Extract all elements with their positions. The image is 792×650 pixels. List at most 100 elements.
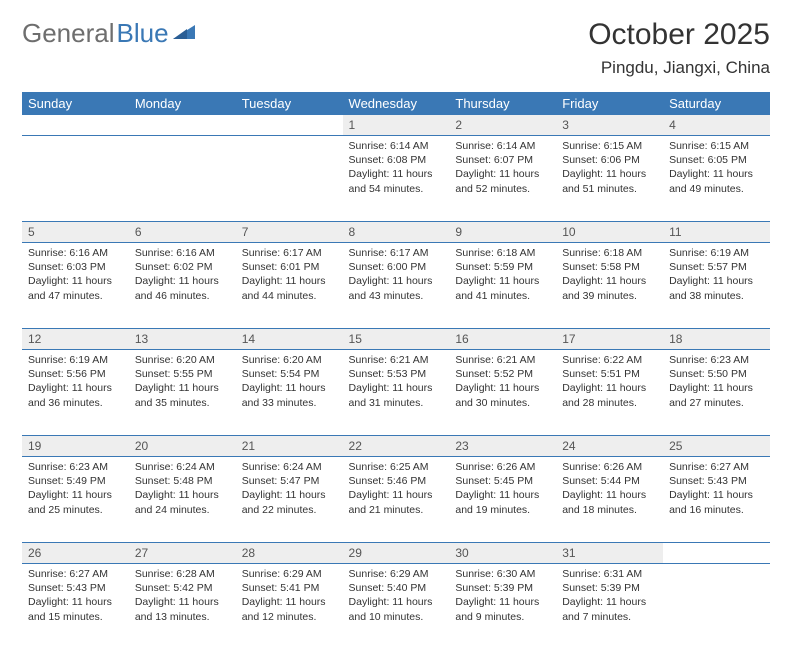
day-number-cell: 26 — [22, 543, 129, 564]
day-details: Sunrise: 6:23 AMSunset: 5:49 PMDaylight:… — [22, 457, 129, 523]
day-body-cell — [236, 136, 343, 222]
day-body-cell: Sunrise: 6:25 AMSunset: 5:46 PMDaylight:… — [343, 457, 450, 543]
day-number-cell — [236, 115, 343, 136]
day-number-cell: 14 — [236, 329, 343, 350]
day-number-cell: 31 — [556, 543, 663, 564]
sunset-text: Sunset: 5:52 PM — [455, 367, 550, 381]
day-number: 6 — [129, 222, 236, 242]
sunrise-text: Sunrise: 6:17 AM — [349, 246, 444, 260]
daylight-text: Daylight: 11 hours and 39 minutes. — [562, 274, 657, 302]
day-number-empty — [22, 115, 129, 135]
sunrise-text: Sunrise: 6:20 AM — [242, 353, 337, 367]
sunset-text: Sunset: 6:08 PM — [349, 153, 444, 167]
day-body-cell: Sunrise: 6:19 AMSunset: 5:57 PMDaylight:… — [663, 243, 770, 329]
day-number: 20 — [129, 436, 236, 456]
logo-text-blue: Blue — [117, 18, 169, 49]
day-body-cell: Sunrise: 6:14 AMSunset: 6:07 PMDaylight:… — [449, 136, 556, 222]
logo-text-general: General — [22, 18, 115, 49]
day-number-cell: 25 — [663, 436, 770, 457]
day-number-row: 262728293031 — [22, 543, 770, 564]
day-body-row: Sunrise: 6:14 AM Sunset: 6:08 PM Daylight:… — [22, 136, 770, 222]
sunset-text: Sunset: 5:45 PM — [455, 474, 550, 488]
day-number-cell: 19 — [22, 436, 129, 457]
sunrise-text: Sunrise: 6:31 AM — [562, 567, 657, 581]
day-details: Sunrise: 6:15 AMSunset: 6:06 PMDaylight:… — [556, 136, 663, 202]
day-body-cell: Sunrise: 6:21 AMSunset: 5:52 PMDaylight:… — [449, 350, 556, 436]
sunset-text: Sunset: 5:55 PM — [135, 367, 230, 381]
title-block: October 2025 Pingdu, Jiangxi, China — [588, 18, 770, 78]
weekday-header: Tuesday — [236, 92, 343, 115]
sunrise-text: Sunrise: 6:26 AM — [455, 460, 550, 474]
day-body-cell: Sunrise: 6:26 AMSunset: 5:45 PMDaylight:… — [449, 457, 556, 543]
sunset-text: Sunset: 5:49 PM — [28, 474, 123, 488]
day-number-cell: 24 — [556, 436, 663, 457]
day-number: 7 — [236, 222, 343, 242]
sunset-text: Sunset: 5:40 PM — [349, 581, 444, 595]
sunset-text: Sunset: 6:03 PM — [28, 260, 123, 274]
day-body-cell: Sunrise: 6:23 AMSunset: 5:49 PMDaylight:… — [22, 457, 129, 543]
day-number-empty — [663, 543, 770, 563]
weekday-header: Thursday — [449, 92, 556, 115]
sunrise-text: Sunrise: 6:14 AM — [455, 139, 550, 153]
sunrise-text: Sunrise: 6:16 AM — [135, 246, 230, 260]
day-number: 10 — [556, 222, 663, 242]
weekday-header-row: SundayMondayTuesdayWednesdayThursdayFrid… — [22, 92, 770, 115]
day-number: 1 — [343, 115, 450, 135]
sunrise-text: Sunrise: 6:23 AM — [669, 353, 764, 367]
day-body-cell: Sunrise: 6:17 AMSunset: 6:01 PMDaylight:… — [236, 243, 343, 329]
sunrise-text: Sunrise: 6:23 AM — [28, 460, 123, 474]
day-body-cell: Sunrise: 6:29 AMSunset: 5:40 PMDaylight:… — [343, 564, 450, 650]
day-details: Sunrise: 6:27 AMSunset: 5:43 PMDaylight:… — [663, 457, 770, 523]
day-number: 14 — [236, 329, 343, 349]
daylight-text: Daylight: 11 hours and 52 minutes. — [455, 167, 550, 195]
sunrise-text: Sunrise: 6:21 AM — [455, 353, 550, 367]
day-number-cell: 27 — [129, 543, 236, 564]
day-details: Sunrise: 6:17 AMSunset: 6:00 PMDaylight:… — [343, 243, 450, 309]
sunrise-text: Sunrise: 6:22 AM — [562, 353, 657, 367]
sunset-text: Sunset: 5:54 PM — [242, 367, 337, 381]
sunset-text: Sunset: 6:01 PM — [242, 260, 337, 274]
day-number: 30 — [449, 543, 556, 563]
day-number-cell: 3 — [556, 115, 663, 136]
sunset-text: Sunset: 6:07 PM — [455, 153, 550, 167]
day-number: 27 — [129, 543, 236, 563]
day-body-row: Sunrise: 6:27 AMSunset: 5:43 PMDaylight:… — [22, 564, 770, 650]
sunset-text: Sunset: 5:50 PM — [669, 367, 764, 381]
day-number: 17 — [556, 329, 663, 349]
day-number: 29 — [343, 543, 450, 563]
daylight-text: Daylight: 11 hours and 47 minutes. — [28, 274, 123, 302]
day-details: Sunrise: 6:16 AMSunset: 6:03 PMDaylight:… — [22, 243, 129, 309]
day-number-cell: 22 — [343, 436, 450, 457]
day-number-cell: 15 — [343, 329, 450, 350]
day-body-cell: Sunrise: 6:29 AMSunset: 5:41 PMDaylight:… — [236, 564, 343, 650]
daylight-text: Daylight: 11 hours and 21 minutes. — [349, 488, 444, 516]
day-details: Sunrise: 6:21 AMSunset: 5:53 PMDaylight:… — [343, 350, 450, 416]
day-body-cell — [663, 564, 770, 650]
day-body-cell: Sunrise: 6:20 AMSunset: 5:54 PMDaylight:… — [236, 350, 343, 436]
day-number: 19 — [22, 436, 129, 456]
sunrise-text: Sunrise: 6:29 AM — [242, 567, 337, 581]
day-number: 21 — [236, 436, 343, 456]
sunrise-text: Sunrise: 6:15 AM — [562, 139, 657, 153]
day-body-cell: Sunrise: 6:31 AMSunset: 5:39 PMDaylight:… — [556, 564, 663, 650]
daylight-text: Daylight: 11 hours and 30 minutes. — [455, 381, 550, 409]
weekday-header: Sunday — [22, 92, 129, 115]
day-details: Sunrise: 6:20 AMSunset: 5:54 PMDaylight:… — [236, 350, 343, 416]
day-body-cell: Sunrise: 6:22 AMSunset: 5:51 PMDaylight:… — [556, 350, 663, 436]
day-number-row: 19202122232425 — [22, 436, 770, 457]
sunrise-text: Sunrise: 6:24 AM — [135, 460, 230, 474]
day-number-cell: 23 — [449, 436, 556, 457]
day-body-row: Sunrise: 6:23 AMSunset: 5:49 PM Daylight:… — [22, 457, 770, 543]
sunrise-text: Sunrise: 6:15 AM — [669, 139, 764, 153]
day-details: Sunrise: 6:20 AMSunset: 5:55 PMDaylight:… — [129, 350, 236, 416]
day-details: Sunrise: 6:25 AMSunset: 5:46 PMDaylight:… — [343, 457, 450, 523]
day-body-cell: Sunrise: 6:27 AMSunset: 5:43 PMDaylight:… — [663, 457, 770, 543]
calendar-table: SundayMondayTuesdayWednesdayThursdayFrid… — [22, 92, 770, 650]
day-number-cell: 6 — [129, 222, 236, 243]
day-body-cell: Sunrise: 6:16 AMSunset: 6:02 PMDaylight:… — [129, 243, 236, 329]
sunset-text: Sunset: 6:06 PM — [562, 153, 657, 167]
day-number-empty — [236, 115, 343, 135]
sunrise-text: Sunrise: 6:27 AM — [28, 567, 123, 581]
daylight-text: Daylight: 11 hours and 19 minutes. — [455, 488, 550, 516]
sunrise-text: Sunrise: 6:20 AM — [135, 353, 230, 367]
